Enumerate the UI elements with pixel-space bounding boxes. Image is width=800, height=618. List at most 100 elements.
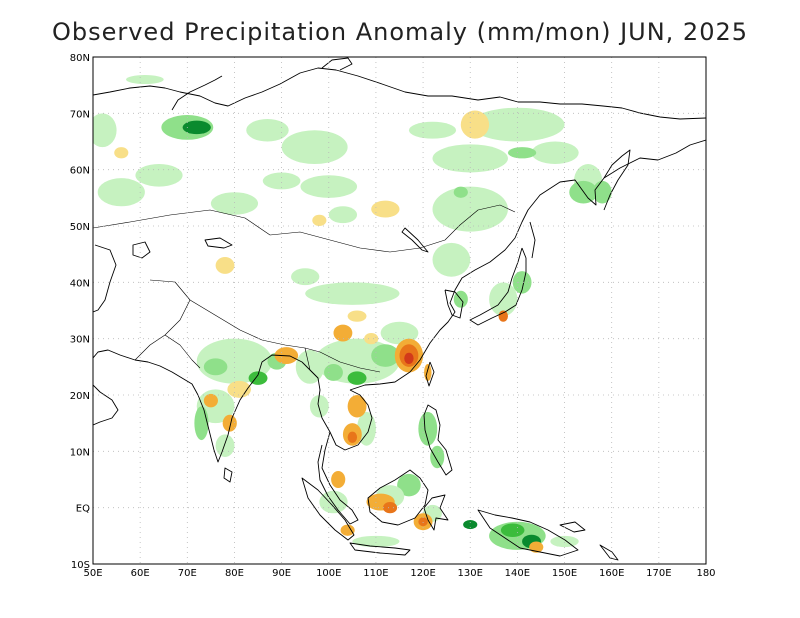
anomaly-patch-wet-light [215, 434, 235, 457]
japan-coast [469, 247, 527, 326]
longitude-tick-label: 50E [83, 568, 102, 579]
anomaly-patch-dry-medium [333, 324, 353, 342]
longitude-tick-label: 170E [646, 568, 671, 579]
anomaly-patch-dry-strong [382, 502, 398, 514]
anomaly-patch-wet-light [432, 144, 508, 173]
longitude-tick-label: 70E [178, 568, 197, 579]
anomaly-patch-wet-light [319, 490, 348, 514]
sumatra-coast [301, 477, 355, 541]
latitude-tick-label: 80N [70, 53, 90, 64]
taiwan-coast [425, 361, 435, 387]
india-coast [134, 354, 303, 463]
anomaly-patch-dry-light [312, 214, 327, 226]
anomaly-patch-dry-medium [347, 395, 367, 418]
anomaly-patch-wet-medium [324, 364, 343, 381]
coastlines [93, 57, 706, 561]
graticule [93, 57, 706, 564]
anomaly-patch-wet-light [291, 268, 320, 286]
anomaly-patch-wet-light [550, 535, 579, 548]
map-title: Observed Precipitation Anomaly (mm/mon) … [51, 18, 749, 46]
precipitation-anomaly-layer [93, 75, 612, 553]
anomaly-patch-wet-light [97, 178, 145, 207]
severnaya-zemlya-coast [321, 57, 353, 71]
anomaly-patch-wet-medium [194, 406, 209, 441]
border-mainland-sea [304, 347, 319, 379]
indochina-coast [301, 361, 373, 451]
anomaly-patch-dry-light [371, 200, 400, 218]
anomaly-patch-wet-light [262, 172, 301, 190]
anomaly-patch-wet-medium [453, 186, 468, 198]
border-india-pak [164, 334, 201, 369]
anomaly-patch-wet-medium [507, 147, 537, 159]
anomaly-patch-dry-medium [340, 524, 355, 536]
sulawesi-coast [423, 494, 449, 531]
anomaly-patch-wet-light [432, 186, 508, 232]
new-guinea-coast [477, 509, 579, 557]
bismarck-coast [559, 521, 586, 533]
anomaly-patch-wet-strong [347, 371, 367, 385]
anomaly-patch-wet-light [281, 130, 348, 165]
anomaly-patch-wet-light [93, 113, 117, 148]
border-central-asia [134, 279, 191, 361]
anomaly-patch-dry-medium [424, 364, 432, 381]
border-china-mongolia [269, 204, 516, 253]
aral-coast [132, 241, 151, 259]
border-china-south [189, 299, 381, 373]
anomaly-patch-wet-light [309, 395, 329, 418]
longitude-tick-label: 120E [410, 568, 435, 579]
anomaly-patch-wet-strong [500, 523, 525, 537]
anomaly-patch-wet-light [408, 121, 457, 139]
anomaly-patch-dry-medium [222, 414, 237, 432]
latitude-tick-label: 70N [70, 109, 90, 120]
anomaly-patch-dry-light [347, 310, 367, 322]
anomaly-patch-dry-strong [347, 431, 358, 443]
pacific-coast [349, 139, 706, 391]
latitude-tick-label: 60N [70, 166, 90, 177]
anomaly-patch-wet-light [470, 107, 565, 142]
longitude-tick-label: 100E [316, 568, 341, 579]
borneo-coast [367, 469, 429, 526]
latitude-tick-label: EQ [76, 504, 90, 515]
longitude-tick-label: 180 [696, 568, 715, 579]
longitude-tick-label: 110E [363, 568, 388, 579]
anomaly-patch-wet-light [531, 141, 579, 165]
anomaly-patch-wet-light [328, 206, 358, 224]
kamchatka-coast [603, 149, 631, 211]
anomaly-patch-dry-light [215, 256, 235, 274]
anomaly-patch-wet-light [210, 192, 259, 215]
arabian-coast [93, 349, 136, 361]
longitude-tick-label: 130E [458, 568, 483, 579]
anomaly-patch-dry-medium [529, 541, 544, 553]
anomaly-patch-wet-light [300, 175, 358, 198]
solomon-coast [599, 544, 619, 561]
anomaly-patch-wet-light [126, 75, 164, 85]
anomaly-patch-wet-light [432, 242, 471, 277]
anomaly-patch-dry-light [364, 333, 379, 345]
longitude-tick-label: 60E [131, 568, 150, 579]
anomaly-patch-dry-light [114, 147, 129, 159]
anomaly-patch-dry-extreme [404, 352, 414, 365]
latitude-tick-label: 40N [70, 278, 90, 289]
anomaly-patch-dry-medium [203, 393, 218, 408]
philippines-coast [423, 404, 453, 476]
balkhash-coast [204, 237, 233, 249]
longitude-tick-label: 160E [599, 568, 624, 579]
anomaly-patch-dry-strong [418, 517, 428, 527]
malay-peninsula-coast [317, 431, 359, 525]
latitude-tick-label: 30N [70, 335, 90, 346]
anomaly-patch-wet-light [246, 118, 289, 142]
anomaly-patch-wet-light [135, 164, 183, 187]
latitude-tick-label: 50N [70, 222, 90, 233]
sri-lanka-coast [223, 467, 233, 483]
sakhalin-coast [529, 221, 536, 259]
novaya-zemlya-coast [171, 75, 223, 111]
oman-coast [93, 384, 119, 426]
border-russia-kazakh [93, 209, 271, 236]
anomaly-patch-wet-extreme [182, 120, 211, 135]
anomaly-patch-wet-light [489, 282, 518, 317]
java-coast [349, 542, 411, 556]
longitude-tick-label: 140E [505, 568, 530, 579]
anomaly-patch-dry-medium [331, 471, 346, 488]
latitude-tick-label: 20N [70, 391, 90, 402]
